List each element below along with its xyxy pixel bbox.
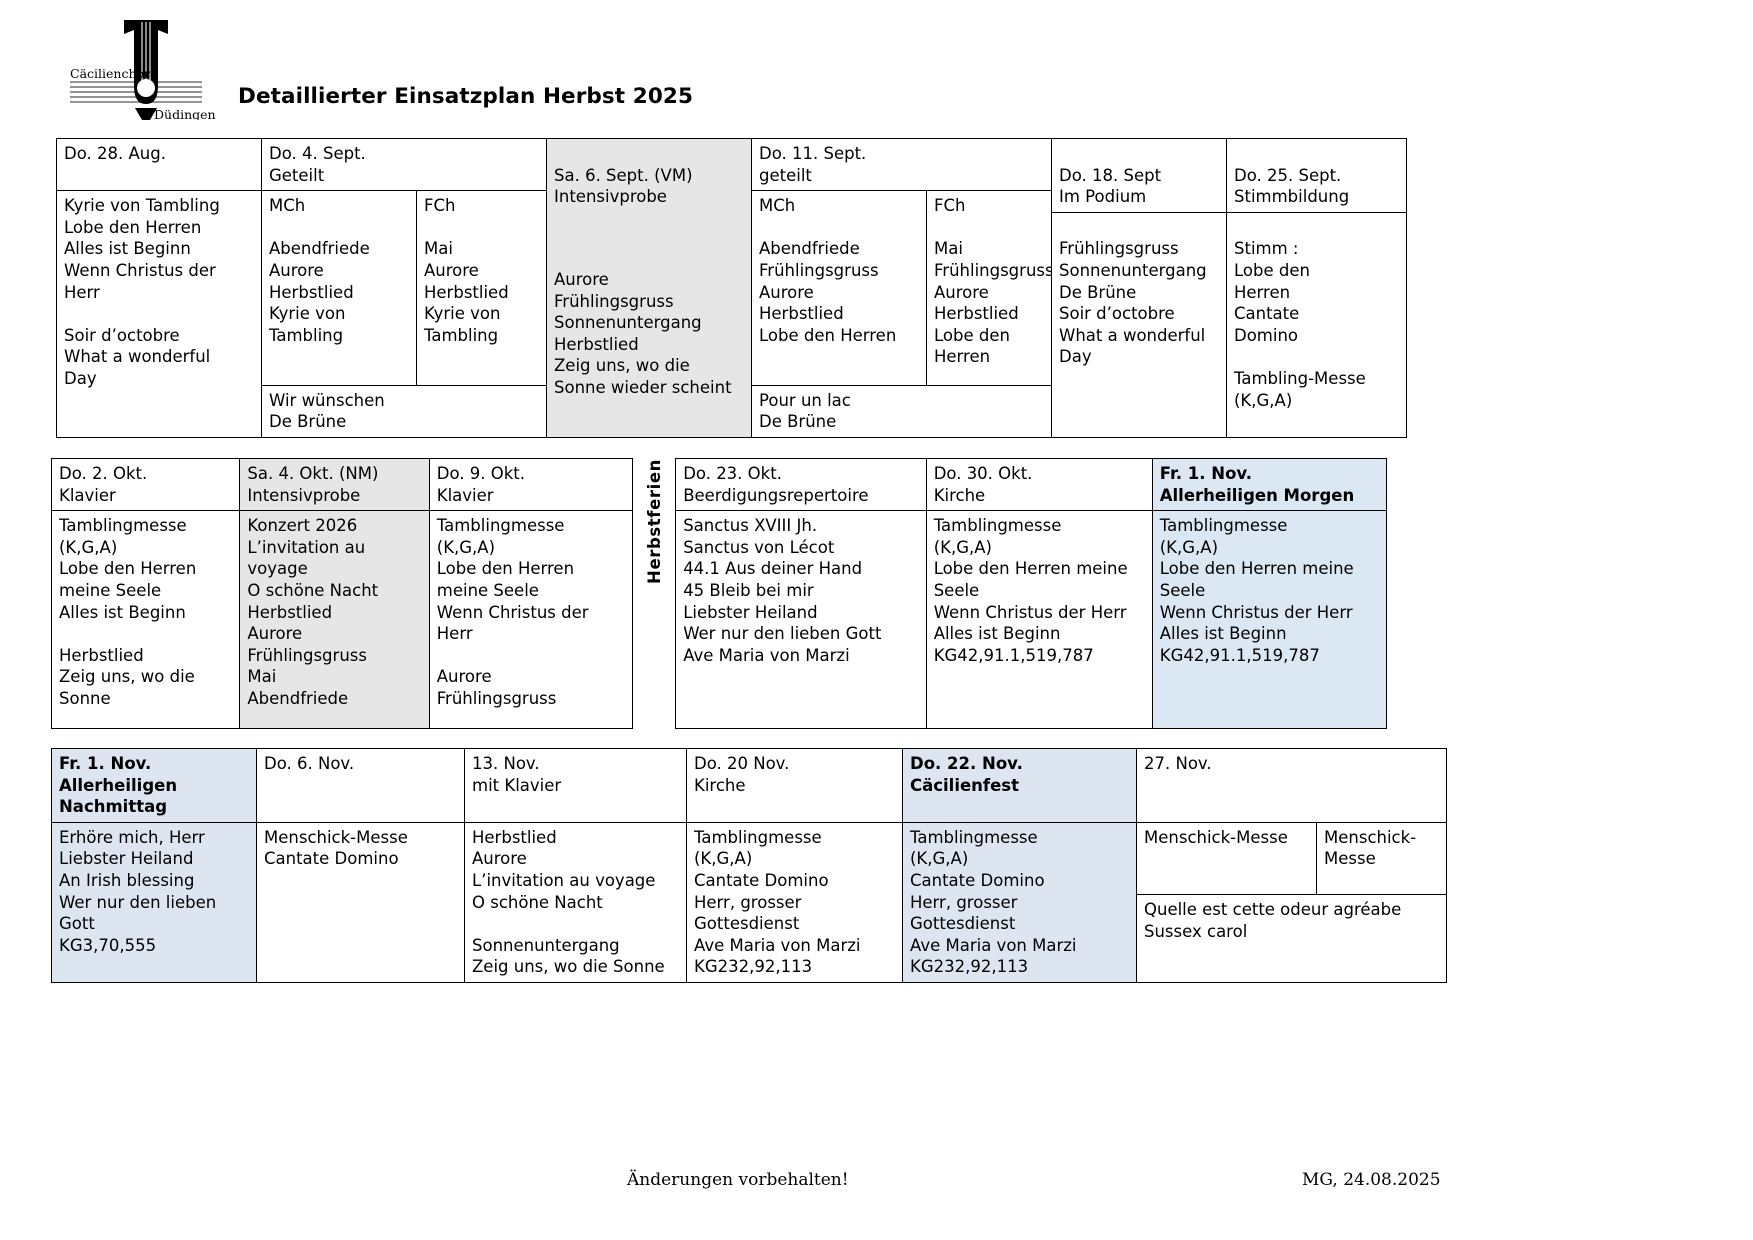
repertoire-28-aug: Kyrie von Tambling Lobe den Herren Alles…	[56, 190, 262, 438]
repertoire-27-nov-extra: Quelle est cette odeur agréabe Sussex ca…	[1136, 893, 1447, 983]
schedule-table-august-september: Do. 28. Aug. Do. 4. Sept. Geteilt Sa. 6.…	[56, 137, 1407, 438]
herbstferien-label: Herbstferien	[644, 458, 664, 584]
document-footer: Änderungen vorbehalten! MG, 24.08.2025	[0, 1160, 1753, 1220]
footer-signature: MG, 24.08.2025	[1302, 1170, 1441, 1190]
repertoire-1-nov-morgen: Tamblingmesse (K,G,A) Lobe den Herren me…	[1151, 510, 1388, 730]
repertoire-4-sept-extra: Wir wünschen De Brüne	[261, 384, 547, 438]
date-header-6-sept: Sa. 6. Sept. (VM) Intensivprobe	[554, 165, 693, 207]
repertoire-4-sept-mch: MCh Abendfriede Aurore Herbstlied Kyrie …	[261, 190, 417, 386]
document-header: Cäcilienchor Düdingen Detaillierter Eins…	[0, 0, 1753, 128]
date-header-18-sept-cell: Do. 18. Sept Im Podium Frühlingsgruss So…	[1051, 138, 1227, 438]
repertoire-13-nov: Herbstlied Aurore L’invitation au voyage…	[464, 821, 687, 983]
table-header-row: Do. 28. Aug. Do. 4. Sept. Geteilt Sa. 6.…	[56, 137, 1407, 438]
table-body-row: Erhöre mich, Herr Liebster Heiland An Ir…	[51, 821, 1447, 983]
logo-bottom-label: Düdingen	[154, 107, 216, 120]
repertoire-22-nov: Tamblingmesse (K,G,A) Cantate Domino Her…	[902, 821, 1137, 983]
page-title: Detaillierter Einsatzplan Herbst 2025	[238, 84, 694, 109]
date-header-1-nov-morgen: Fr. 1. Nov. Allerheiligen Morgen	[1151, 457, 1388, 512]
table-body-row: Kyrie von Tambling Lobe den Herren Alles…	[56, 190, 1407, 438]
repertoire-4-sept-fch: FCh Mai Aurore Herbstlied Kyrie von Tamb…	[416, 190, 547, 386]
date-header-18-sept: Do. 18. Sept Im Podium	[1052, 161, 1226, 213]
repertoire-25-sept: Stimm : Lobe den Herren Cantate Domino T…	[1234, 239, 1366, 410]
table-header-row: Do. 2. Okt. Klavier Sa. 4. Okt. (NM) Int…	[50, 457, 1388, 729]
date-header-11-sept: Do. 11. Sept. geteilt	[751, 137, 1052, 192]
repertoire-27-nov-left: Menschick-Messe	[1136, 821, 1317, 895]
repertoire-4-okt: Konzert 2026 L’invitation au voyage O sc…	[239, 510, 430, 730]
repertoire-6-nov: Menschick-Messe Cantate Domino	[256, 821, 465, 983]
table-header-row: Fr. 1. Nov. Allerheiligen Nachmittag Do.…	[51, 748, 1447, 823]
date-header-13-nov: 13. Nov. mit Klavier	[464, 748, 687, 823]
schedule-table-november: Fr. 1. Nov. Allerheiligen Nachmittag Do.…	[51, 748, 1447, 983]
date-header-1-nov-nachmittag: Fr. 1. Nov. Allerheiligen Nachmittag	[51, 748, 257, 823]
date-header-22-nov: Do. 22. Nov. Cäcilienfest	[902, 748, 1137, 823]
date-header-9-okt: Do. 9. Okt. Klavier	[428, 457, 634, 512]
tuning-fork-logo-icon: Cäcilienchor Düdingen	[70, 20, 216, 120]
repertoire-18-sept: Frühlingsgruss Sonnenuntergang De Brüne …	[1059, 239, 1207, 367]
date-header-4-sept: Do. 4. Sept. Geteilt	[261, 137, 547, 192]
date-header-2-okt: Do. 2. Okt. Klavier	[50, 457, 241, 512]
date-header-23-okt: Do. 23. Okt. Beerdigungsrepertoire	[675, 457, 927, 512]
logo-top-label: Cäcilienchor	[70, 66, 150, 81]
date-header-25-sept: Do. 25. Sept. Stimmbildung	[1227, 161, 1406, 213]
repertoire-2-okt: Tamblingmesse (K,G,A) Lobe den Herren me…	[50, 510, 241, 730]
date-header-6-sept-cell: Sa. 6. Sept. (VM) Intensivprobe Aurore F…	[546, 138, 752, 438]
date-header-28-aug: Do. 28. Aug.	[56, 137, 262, 192]
date-header-6-nov: Do. 6. Nov.	[256, 748, 465, 823]
repertoire-11-sept-fch: FCh Mai Frühlingsgruss Aurore Herbstlied…	[926, 190, 1052, 386]
repertoire-11-sept-extra: Pour un lac De Brüne	[751, 384, 1052, 438]
schedule-table-october: Do. 2. Okt. Klavier Sa. 4. Okt. (NM) Int…	[50, 457, 1388, 730]
date-header-30-okt: Do. 30. Okt. Kirche	[925, 457, 1153, 512]
repertoire-9-okt: Tamblingmesse (K,G,A) Lobe den Herren me…	[428, 510, 634, 730]
table-body-row: Tamblingmesse (K,G,A) Lobe den Herren me…	[50, 510, 1388, 730]
repertoire-30-okt: Tamblingmesse (K,G,A) Lobe den Herren me…	[925, 510, 1153, 730]
table-footer-row: Wir wünschen De Brüne Pour un lac De Brü…	[57, 384, 1407, 438]
herbstferien-cell: Herbstferien	[632, 458, 677, 729]
date-header-27-nov: 27. Nov.	[1136, 748, 1447, 823]
repertoire-6-sept: Aurore Frühlingsgruss Sonnenuntergang He…	[554, 269, 732, 397]
table-footer-row: Quelle est cette odeur agréabe Sussex ca…	[52, 893, 1447, 983]
repertoire-27-nov-right: Menschick- Messe	[1316, 821, 1447, 895]
repertoire-1-nov-nachmittag: Erhöre mich, Herr Liebster Heiland An Ir…	[51, 821, 257, 983]
repertoire-20-nov: Tamblingmesse (K,G,A) Cantate Domino Her…	[686, 821, 903, 983]
date-header-20-nov: Do. 20 Nov. Kirche	[686, 748, 903, 823]
repertoire-11-sept-mch: MCh Abendfriede Frühlingsgruss Aurore He…	[751, 190, 927, 386]
repertoire-23-okt: Sanctus XVIII Jh. Sanctus von Lécot 44.1…	[675, 510, 927, 730]
footer-note: Änderungen vorbehalten!	[627, 1170, 849, 1190]
caecilienchor-duedingen-logo: Cäcilienchor Düdingen	[62, 8, 232, 120]
date-header-4-okt: Sa. 4. Okt. (NM) Intensivprobe	[239, 457, 430, 512]
date-header-25-sept-cell: Do. 25. Sept. Stimmbildung Stimm : Lobe …	[1226, 138, 1407, 438]
